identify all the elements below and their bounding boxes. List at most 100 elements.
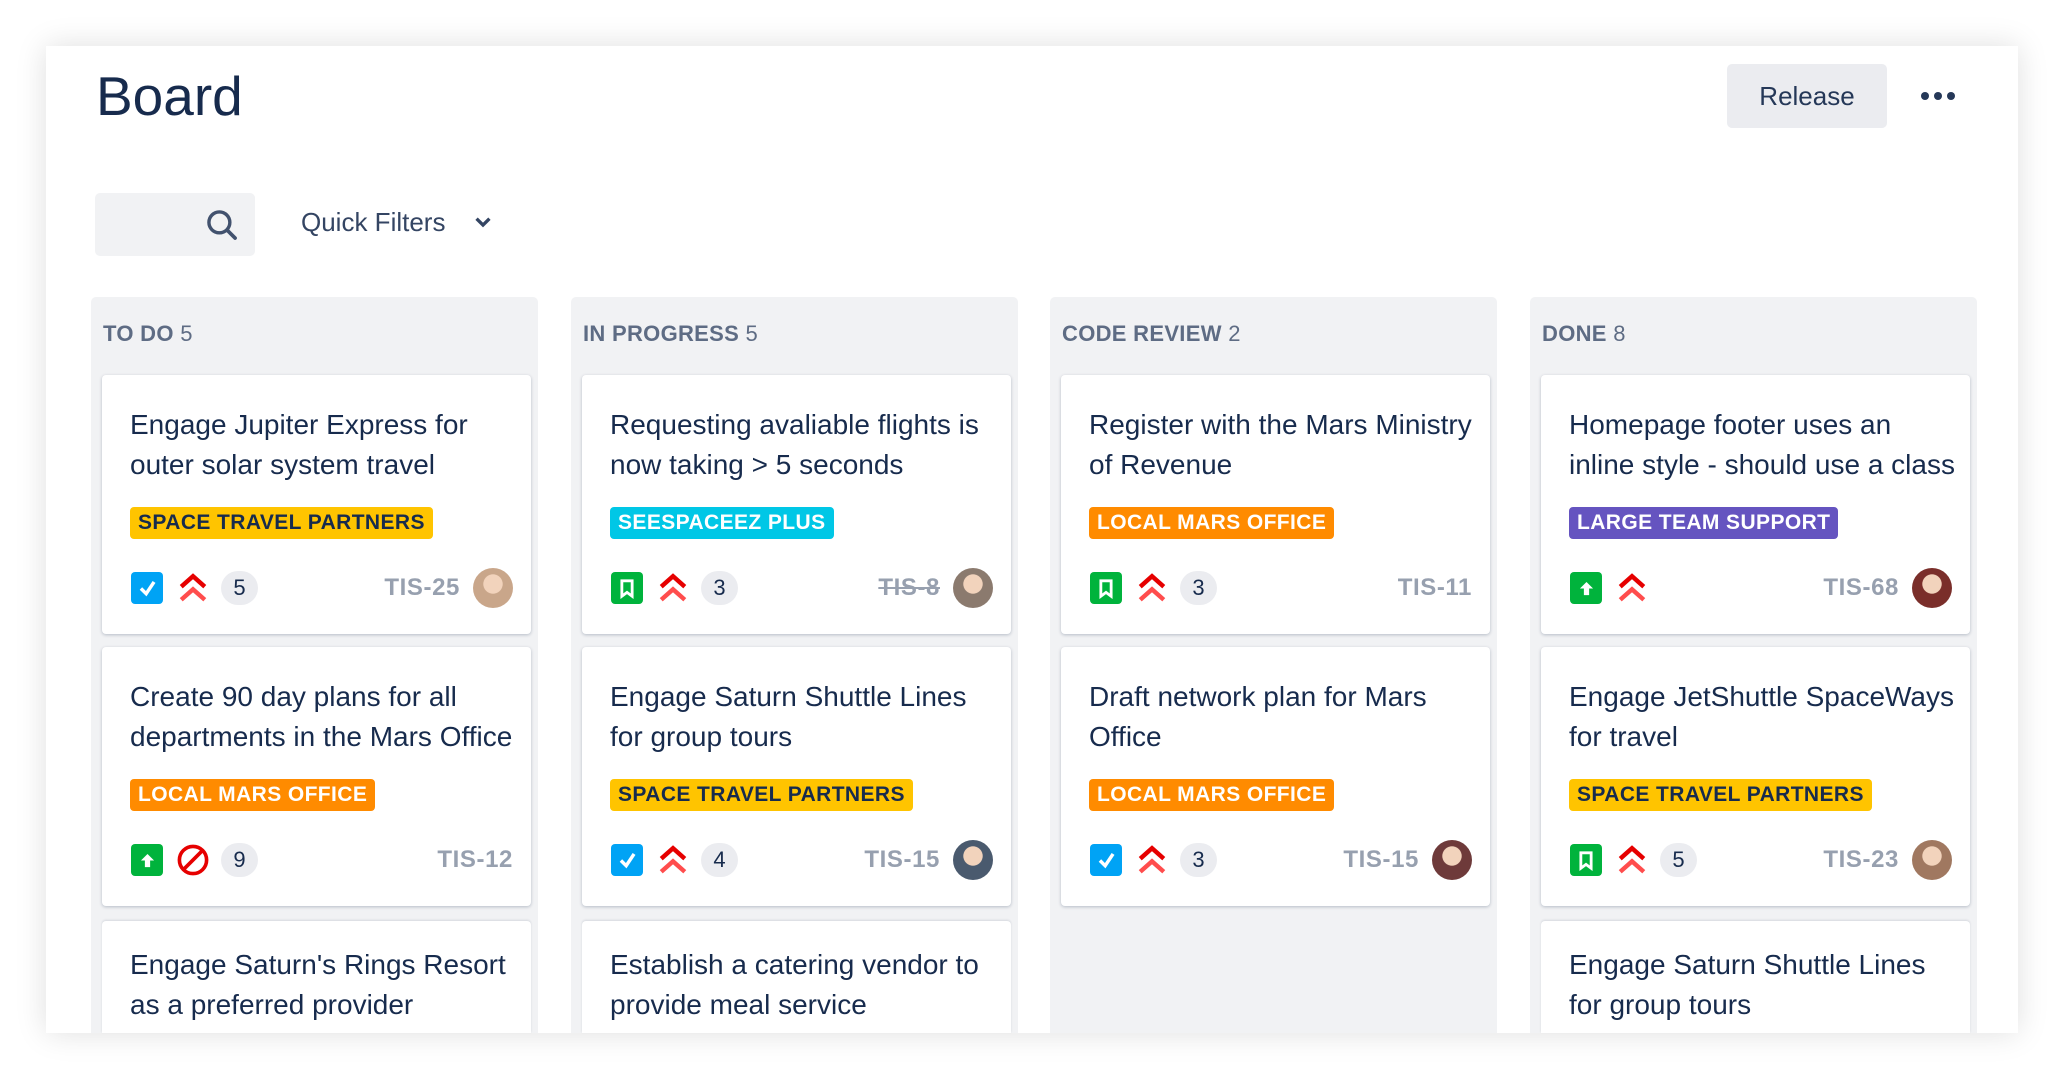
ellipsis-icon [1921, 92, 1955, 100]
issue-card[interactable]: Engage JetShuttle SpaceWays for travel SP… [1541, 647, 1970, 906]
story-points-badge: 3 [1180, 843, 1217, 877]
column-done: DONE 8 Homepage footer uses an inline st… [1530, 297, 1977, 1033]
priority-highest-icon [656, 840, 690, 880]
issue-key[interactable]: TIS-15 [864, 846, 940, 873]
issue-key[interactable]: TIS-68 [1823, 574, 1899, 601]
release-button[interactable]: Release [1727, 64, 1887, 128]
card-title: Engage Saturn Shuttle Lines for group to… [610, 681, 967, 752]
column-title: IN PROGRESS [583, 321, 740, 346]
epic-label: SPACE TRAVEL PARTNERS [610, 779, 913, 811]
column-count: 5 [745, 321, 759, 346]
card-title: Engage Jupiter Express for outer solar s… [130, 409, 468, 480]
card-footer: 3 TIS-15 [1090, 840, 1472, 880]
assignee-avatar[interactable] [1432, 840, 1472, 880]
story-points-badge: 4 [701, 843, 738, 877]
column-count: 5 [180, 321, 193, 346]
card-footer: 3 TIS-8 [611, 568, 993, 608]
issue-card[interactable]: Homepage footer uses an inline style - s… [1541, 375, 1970, 634]
card-footer: 9 TIS-12 [131, 840, 513, 880]
story-points-badge: 5 [1660, 843, 1697, 877]
epic-label: LOCAL MARS OFFICE [1089, 779, 1335, 811]
story-points-badge: 5 [221, 571, 258, 605]
assignee-avatar[interactable] [953, 840, 993, 880]
improvement-icon [1570, 572, 1602, 604]
story-points-badge: 3 [1180, 571, 1217, 605]
issue-card[interactable]: Engage Saturn Shuttle Lines for group to… [1541, 921, 1970, 1033]
card-title: Establish a catering vendor to provide m… [610, 949, 979, 1020]
priority-highest-icon [656, 568, 690, 608]
quick-filters-dropdown[interactable]: Quick Filters [301, 207, 492, 238]
issue-card[interactable]: Create 90 day plans for all departments … [102, 647, 531, 906]
epic-label: LOCAL MARS OFFICE [130, 779, 376, 811]
column-header: CODE REVIEW 2 [1062, 321, 1241, 347]
issue-card[interactable]: Requesting avaliable flights is now taki… [582, 375, 1011, 634]
issue-key[interactable]: TIS-12 [437, 846, 513, 873]
search-input[interactable] [95, 193, 255, 256]
story-points-badge: 9 [221, 843, 258, 877]
card-footer: 5 TIS-25 [131, 568, 513, 608]
assignee-avatar[interactable] [1912, 568, 1952, 608]
page-title: Board [96, 65, 243, 127]
issue-card[interactable]: Establish a catering vendor to provide m… [582, 921, 1011, 1033]
card-title: Requesting avaliable flights is now taki… [610, 409, 979, 480]
card-title: Register with the Mars Ministry of Reven… [1089, 409, 1472, 480]
quick-filters-label: Quick Filters [301, 207, 446, 237]
priority-highest-icon [1615, 568, 1649, 608]
epic-label: SPACE TRAVEL PARTNERS [130, 507, 433, 539]
column-title: CODE REVIEW [1062, 321, 1222, 346]
column-header: DONE 8 [1542, 321, 1626, 347]
issue-key[interactable]: TIS-8 [878, 574, 940, 601]
card-footer: 5 TIS-23 [1570, 840, 1952, 880]
issue-card[interactable]: Engage Saturn's Rings Resort as a prefer… [102, 921, 531, 1033]
search-icon [207, 210, 237, 240]
column-in-progress: IN PROGRESS 5 Requesting avaliable fligh… [571, 297, 1018, 1033]
priority-highest-icon [1135, 840, 1169, 880]
story-icon [611, 572, 643, 604]
column-code-review: CODE REVIEW 2 Register with the Mars Min… [1050, 297, 1497, 1033]
epic-label: LOCAL MARS OFFICE [1089, 507, 1335, 539]
column-count: 8 [1613, 321, 1626, 346]
column-to-do: TO DO 5 Engage Jupiter Express for outer… [91, 297, 538, 1033]
task-icon [131, 572, 163, 604]
epic-label: SEESPACEEZ PLUS [610, 507, 834, 539]
issue-key[interactable]: TIS-15 [1343, 846, 1419, 873]
assignee-avatar[interactable] [473, 568, 513, 608]
issue-card[interactable]: Engage Jupiter Express for outer solar s… [102, 375, 531, 634]
issue-card[interactable]: Draft network plan for Mars Office LOCAL … [1061, 647, 1490, 906]
column-header: TO DO 5 [103, 321, 193, 347]
story-icon [1090, 572, 1122, 604]
story-icon [1570, 844, 1602, 876]
issue-key[interactable]: TIS-23 [1823, 846, 1899, 873]
epic-label: LARGE TEAM SUPPORT [1569, 507, 1839, 539]
assignee-avatar[interactable] [1912, 840, 1952, 880]
improvement-icon [131, 844, 163, 876]
issue-card[interactable]: Engage Saturn Shuttle Lines for group to… [582, 647, 1011, 906]
card-title: Engage Saturn Shuttle Lines for group to… [1569, 949, 1926, 1020]
assignee-avatar[interactable] [953, 568, 993, 608]
issue-card[interactable]: Register with the Mars Ministry of Reven… [1061, 375, 1490, 634]
task-icon [611, 844, 643, 876]
card-title: Engage Saturn's Rings Resort as a prefer… [130, 949, 506, 1020]
priority-highest-icon [176, 568, 210, 608]
column-title: TO DO [103, 321, 174, 346]
column-title: DONE [1542, 321, 1607, 346]
priority-highest-icon [1135, 568, 1169, 608]
issue-key[interactable]: TIS-25 [384, 574, 460, 601]
card-title: Engage JetShuttle SpaceWays for travel [1569, 681, 1954, 752]
card-footer: 4 TIS-15 [611, 840, 993, 880]
issue-key[interactable]: TIS-11 [1397, 574, 1472, 601]
card-footer: TIS-68 [1570, 568, 1952, 608]
priority-blocker-icon [176, 840, 210, 880]
column-count: 2 [1228, 321, 1241, 346]
card-title: Homepage footer uses an inline style - s… [1569, 409, 1955, 480]
epic-label: SPACE TRAVEL PARTNERS [1569, 779, 1872, 811]
priority-highest-icon [1615, 840, 1649, 880]
board-panel: Board Release Quick Filters TO DO 5 Enga… [46, 46, 2018, 1033]
card-title: Create 90 day plans for all departments … [130, 681, 513, 752]
chevron-down-icon [475, 217, 492, 228]
more-actions-button[interactable] [1909, 75, 1967, 117]
story-points-badge: 3 [701, 571, 738, 605]
card-footer: 3 TIS-11 [1090, 568, 1472, 608]
column-header: IN PROGRESS 5 [583, 321, 758, 347]
card-title: Draft network plan for Mars Office [1089, 681, 1427, 752]
